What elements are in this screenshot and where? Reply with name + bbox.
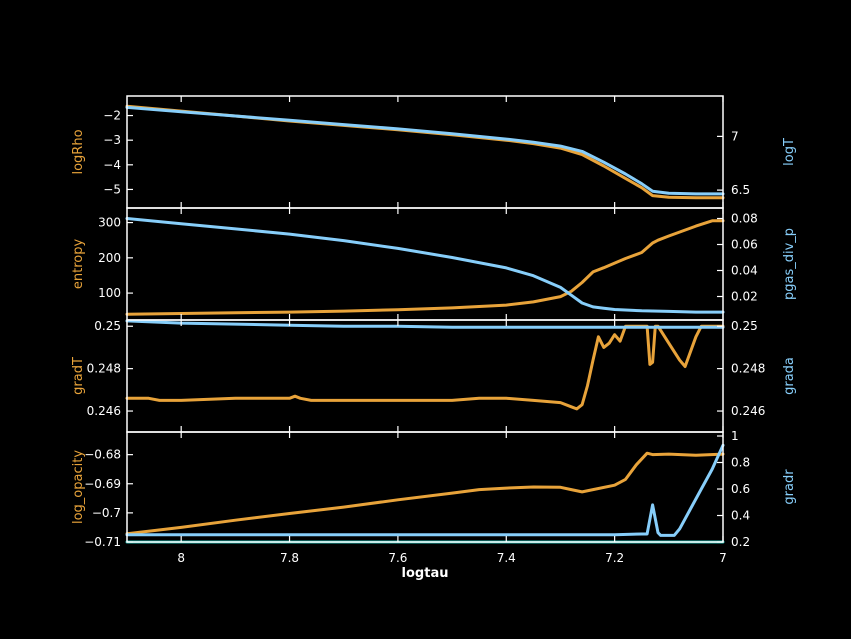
left-tick-label: 300 [98, 216, 121, 230]
left-tick-label: −3 [103, 133, 121, 147]
series-right-line [125, 217, 725, 314]
x-axis-label: logtau [402, 566, 449, 581]
x-tick-label: 7.4 [497, 551, 516, 565]
x-tick-label: 7.2 [605, 551, 624, 565]
left-tick-label: 100 [98, 286, 121, 300]
series-right-line [125, 105, 725, 196]
panel-frame [126, 431, 724, 543]
right-tick-label: 0.08 [731, 212, 758, 226]
left-tick-label: −2 [103, 109, 121, 123]
right-axis-label: grada [782, 357, 797, 395]
x-tick-label: 7.8 [280, 551, 299, 565]
left-tick-label: 0.25 [94, 319, 121, 333]
left-tick-label: −0.7 [92, 506, 121, 520]
x-tick-label: 7 [719, 551, 727, 565]
right-axis-label: pgas_div_p [782, 228, 797, 300]
right-tick-label: 0.8 [731, 456, 750, 470]
chart-panels: −2 −3 −4 −5 7 6.5 logRho logT 300 200 100 0.08 0.06 0… [71, 95, 797, 581]
left-tick-label: −5 [103, 182, 121, 196]
right-tick-label: 0.2 [731, 535, 750, 549]
right-tick-label: 7 [731, 129, 739, 143]
right-tick-label: 0.246 [731, 404, 765, 418]
left-axis-label: entropy [71, 239, 86, 290]
left-tick-label: −0.71 [84, 535, 121, 549]
panel-1: −2 −3 −4 −5 7 6.5 logRho logT [71, 95, 797, 209]
x-tick-label: 8 [177, 551, 185, 565]
right-tick-label: 0.02 [731, 290, 758, 304]
panel-4: −0.68 −0.69 −0.7 −0.71 1 0.8 0.6 0.4 0.2 log_opac… [71, 429, 797, 549]
right-tick-label: 6.5 [731, 183, 750, 197]
left-axis-label: logRho [71, 129, 86, 174]
right-tick-label: 0.248 [731, 362, 765, 376]
panel-2: 300 200 100 0.08 0.06 0.04 0.02 entropy pgas_div… [71, 207, 797, 321]
series-right-line [125, 319, 725, 329]
left-tick-label: −0.68 [84, 448, 121, 462]
series-left-line [125, 104, 725, 200]
right-axis-label: logT [782, 138, 797, 166]
left-tick-label: 200 [98, 251, 121, 265]
left-axis-label: gradT [71, 357, 86, 395]
right-tick-label: 0.4 [731, 509, 750, 523]
left-tick-label: 0.248 [87, 362, 121, 376]
left-tick-label: −0.69 [84, 477, 121, 491]
x-tick-label: 7.6 [388, 551, 407, 565]
left-tick-label: 0.246 [87, 404, 121, 418]
series-left-line [125, 219, 725, 316]
series-right-line [125, 443, 725, 537]
left-tick-label: −4 [103, 158, 121, 172]
panel-frame [126, 207, 724, 321]
right-tick-label: 0.06 [731, 238, 758, 252]
panel-frame [126, 319, 724, 433]
right-axis-label: gradr [782, 469, 797, 505]
left-axis-label: log_opacity [71, 450, 86, 524]
series-left-line [125, 324, 725, 411]
right-tick-label: 0.6 [731, 482, 750, 496]
right-tick-label: 1 [731, 429, 739, 443]
right-tick-label: 0.25 [731, 319, 758, 333]
right-tick-label: 0.04 [731, 264, 758, 278]
series-left-line [125, 451, 725, 536]
